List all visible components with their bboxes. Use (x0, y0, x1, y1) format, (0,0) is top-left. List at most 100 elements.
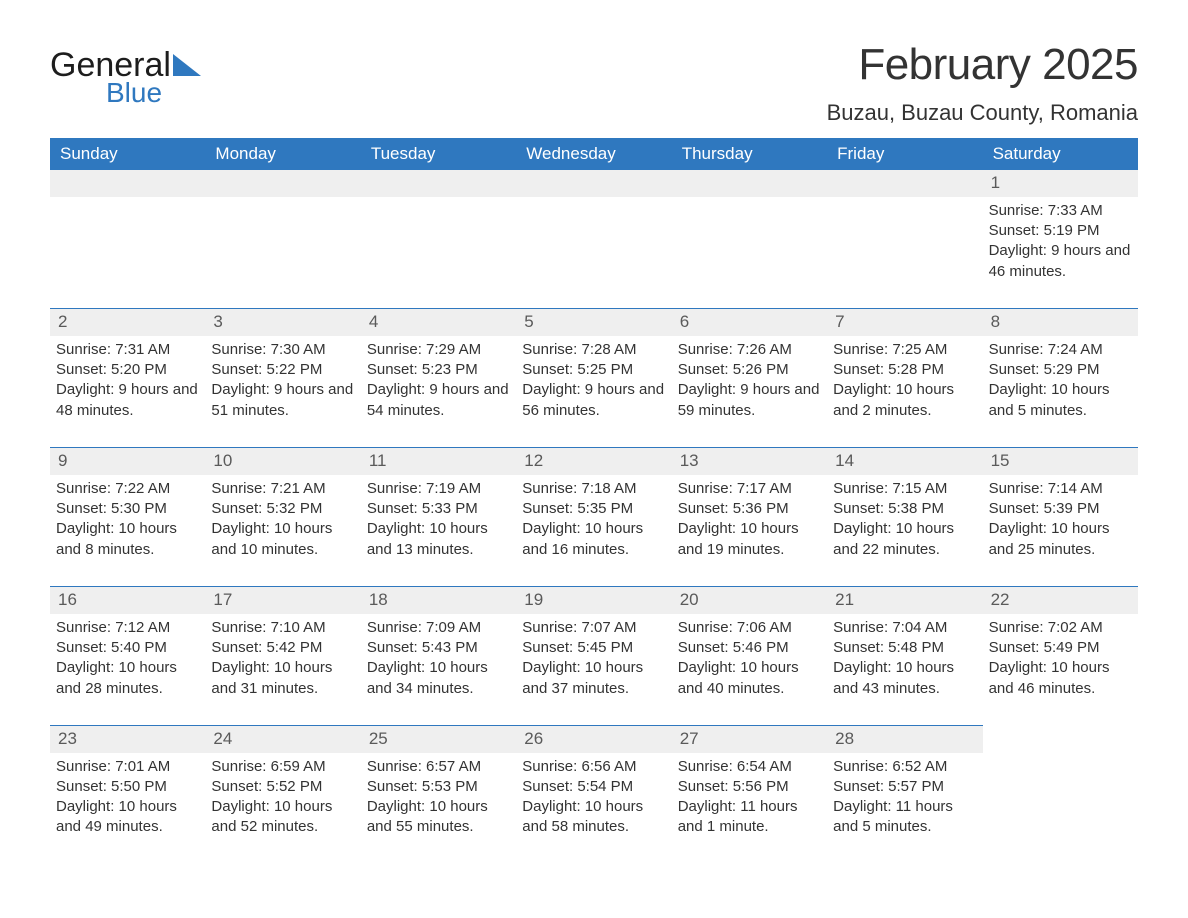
day-number (516, 170, 671, 197)
day-cell: 2Sunrise: 7:31 AMSunset: 5:20 PMDaylight… (50, 308, 205, 447)
daylight-text: Daylight: 10 hours and 8 minutes. (56, 519, 199, 560)
daylight-text: Daylight: 10 hours and 10 minutes. (211, 519, 354, 560)
logo-text-block: General Blue (50, 50, 201, 109)
sunrise-text: Sunrise: 7:30 AM (211, 340, 354, 360)
day-cell: 18Sunrise: 7:09 AMSunset: 5:43 PMDayligh… (361, 586, 516, 725)
day-number: 19 (516, 586, 671, 614)
day-number: 4 (361, 308, 516, 336)
day-number: 8 (983, 308, 1138, 336)
day-cell: 9Sunrise: 7:22 AMSunset: 5:30 PMDaylight… (50, 447, 205, 586)
sunset-text: Sunset: 5:42 PM (211, 638, 354, 658)
day-cell: 24Sunrise: 6:59 AMSunset: 5:52 PMDayligh… (205, 725, 360, 864)
dow-header: Monday (205, 138, 360, 170)
daylight-text: Daylight: 10 hours and 58 minutes. (522, 797, 665, 838)
sunset-text: Sunset: 5:50 PM (56, 777, 199, 797)
day-number: 28 (827, 725, 982, 753)
sunset-text: Sunset: 5:39 PM (989, 499, 1132, 519)
daylight-text: Daylight: 11 hours and 1 minute. (678, 797, 821, 838)
sunset-text: Sunset: 5:29 PM (989, 360, 1132, 380)
sunset-text: Sunset: 5:28 PM (833, 360, 976, 380)
day-cell: 19Sunrise: 7:07 AMSunset: 5:45 PMDayligh… (516, 586, 671, 725)
sunset-text: Sunset: 5:46 PM (678, 638, 821, 658)
day-number: 15 (983, 447, 1138, 475)
day-number: 27 (672, 725, 827, 753)
day-cell: 12Sunrise: 7:18 AMSunset: 5:35 PMDayligh… (516, 447, 671, 586)
sunrise-text: Sunrise: 7:17 AM (678, 479, 821, 499)
day-cell: 14Sunrise: 7:15 AMSunset: 5:38 PMDayligh… (827, 447, 982, 586)
day-cell (205, 170, 360, 308)
day-number: 7 (827, 308, 982, 336)
sunrise-text: Sunrise: 7:29 AM (367, 340, 510, 360)
day-number: 18 (361, 586, 516, 614)
day-cell: 3Sunrise: 7:30 AMSunset: 5:22 PMDaylight… (205, 308, 360, 447)
daylight-text: Daylight: 10 hours and 19 minutes. (678, 519, 821, 560)
dow-header: Tuesday (361, 138, 516, 170)
daylight-text: Daylight: 10 hours and 2 minutes. (833, 380, 976, 421)
daylight-text: Daylight: 10 hours and 46 minutes. (989, 658, 1132, 699)
day-cell: 17Sunrise: 7:10 AMSunset: 5:42 PMDayligh… (205, 586, 360, 725)
sunset-text: Sunset: 5:38 PM (833, 499, 976, 519)
sunset-text: Sunset: 5:36 PM (678, 499, 821, 519)
sunset-text: Sunset: 5:33 PM (367, 499, 510, 519)
logo: General Blue (50, 50, 201, 109)
daylight-text: Daylight: 10 hours and 16 minutes. (522, 519, 665, 560)
daylight-text: Daylight: 11 hours and 5 minutes. (833, 797, 976, 838)
dow-header: Wednesday (516, 138, 671, 170)
sunrise-text: Sunrise: 7:04 AM (833, 618, 976, 638)
sunset-text: Sunset: 5:54 PM (522, 777, 665, 797)
daylight-text: Daylight: 9 hours and 59 minutes. (678, 380, 821, 421)
day-number (361, 170, 516, 197)
day-number (827, 170, 982, 197)
logo-word2: Blue (106, 77, 201, 109)
day-cell: 8Sunrise: 7:24 AMSunset: 5:29 PMDaylight… (983, 308, 1138, 447)
day-number: 25 (361, 725, 516, 753)
day-number: 1 (983, 170, 1138, 197)
dow-header: Friday (827, 138, 982, 170)
day-number: 24 (205, 725, 360, 753)
sunset-text: Sunset: 5:26 PM (678, 360, 821, 380)
day-cell: 28Sunrise: 6:52 AMSunset: 5:57 PMDayligh… (827, 725, 982, 864)
day-number: 5 (516, 308, 671, 336)
daylight-text: Daylight: 10 hours and 13 minutes. (367, 519, 510, 560)
daylight-text: Daylight: 9 hours and 54 minutes. (367, 380, 510, 421)
sunset-text: Sunset: 5:23 PM (367, 360, 510, 380)
day-cell: 21Sunrise: 7:04 AMSunset: 5:48 PMDayligh… (827, 586, 982, 725)
day-cell: 1Sunrise: 7:33 AMSunset: 5:19 PMDaylight… (983, 170, 1138, 308)
sunrise-text: Sunrise: 6:59 AM (211, 757, 354, 777)
sunrise-text: Sunrise: 7:07 AM (522, 618, 665, 638)
day-cell: 16Sunrise: 7:12 AMSunset: 5:40 PMDayligh… (50, 586, 205, 725)
sunrise-text: Sunrise: 7:25 AM (833, 340, 976, 360)
dow-header: Thursday (672, 138, 827, 170)
sunrise-text: Sunrise: 6:57 AM (367, 757, 510, 777)
day-number: 23 (50, 725, 205, 753)
sunset-text: Sunset: 5:52 PM (211, 777, 354, 797)
day-cell: 25Sunrise: 6:57 AMSunset: 5:53 PMDayligh… (361, 725, 516, 864)
sunset-text: Sunset: 5:32 PM (211, 499, 354, 519)
sunset-text: Sunset: 5:53 PM (367, 777, 510, 797)
sunset-text: Sunset: 5:43 PM (367, 638, 510, 658)
title-block: February 2025 Buzau, Buzau County, Roman… (827, 40, 1138, 126)
sunset-text: Sunset: 5:35 PM (522, 499, 665, 519)
sunrise-text: Sunrise: 7:15 AM (833, 479, 976, 499)
day-cell (983, 725, 1138, 864)
sunset-text: Sunset: 5:20 PM (56, 360, 199, 380)
sunrise-text: Sunrise: 7:18 AM (522, 479, 665, 499)
sunset-text: Sunset: 5:25 PM (522, 360, 665, 380)
day-number: 16 (50, 586, 205, 614)
page-subtitle: Buzau, Buzau County, Romania (827, 100, 1138, 126)
day-number (50, 170, 205, 197)
sunset-text: Sunset: 5:57 PM (833, 777, 976, 797)
sunrise-text: Sunrise: 7:06 AM (678, 618, 821, 638)
day-number: 17 (205, 586, 360, 614)
day-cell: 10Sunrise: 7:21 AMSunset: 5:32 PMDayligh… (205, 447, 360, 586)
day-number: 26 (516, 725, 671, 753)
sunrise-text: Sunrise: 7:09 AM (367, 618, 510, 638)
day-cell (516, 170, 671, 308)
daylight-text: Daylight: 10 hours and 31 minutes. (211, 658, 354, 699)
daylight-text: Daylight: 9 hours and 56 minutes. (522, 380, 665, 421)
day-cell: 6Sunrise: 7:26 AMSunset: 5:26 PMDaylight… (672, 308, 827, 447)
day-cell: 13Sunrise: 7:17 AMSunset: 5:36 PMDayligh… (672, 447, 827, 586)
sunrise-text: Sunrise: 6:56 AM (522, 757, 665, 777)
sunrise-text: Sunrise: 6:54 AM (678, 757, 821, 777)
day-cell: 27Sunrise: 6:54 AMSunset: 5:56 PMDayligh… (672, 725, 827, 864)
